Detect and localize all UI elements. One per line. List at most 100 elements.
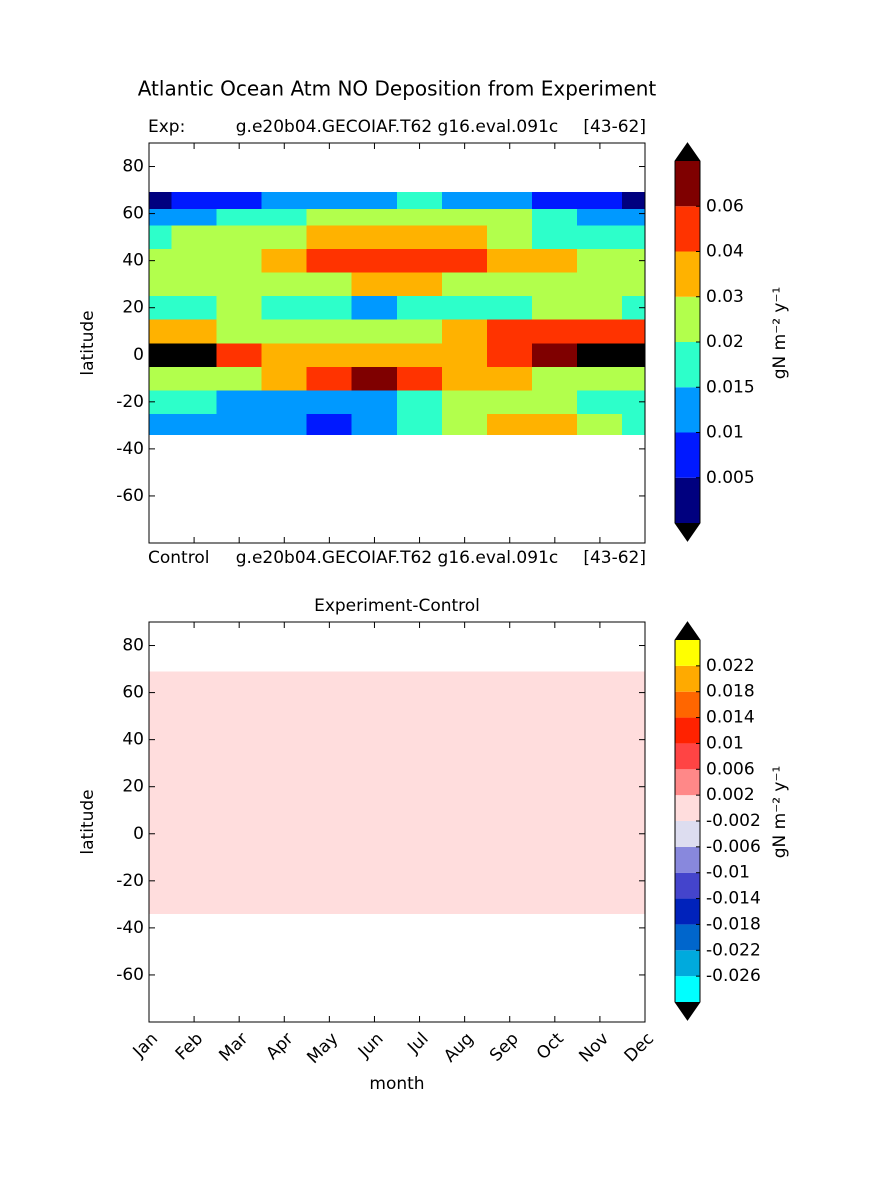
y-tick-label: -40 (116, 439, 144, 459)
contour-cell (351, 389, 398, 414)
y-tick-label: 0 (133, 824, 144, 844)
contour-cell (441, 272, 488, 297)
colorbar-outline (674, 621, 701, 1021)
contour-cell (171, 225, 217, 250)
y-tick-label: -60 (116, 965, 144, 985)
contour-cell (261, 248, 308, 273)
contour-cell (351, 413, 398, 436)
contour-cell (486, 366, 533, 391)
colorbar-tick-label: 0.01 (706, 733, 744, 753)
contour-cell (351, 342, 398, 367)
contour-cell (261, 389, 308, 414)
colorbar-segment (675, 161, 700, 207)
contour-cell (577, 389, 623, 414)
contour-cell (577, 342, 623, 367)
y-tick-label: 20 (122, 777, 144, 797)
colorbar-segment (675, 795, 700, 821)
contour-cell (306, 225, 353, 250)
contour-cell (306, 248, 353, 273)
contour-cell (486, 208, 533, 226)
contour-cell (622, 413, 645, 436)
y-axis-label: latitude (78, 789, 98, 854)
contour-cell (441, 366, 488, 391)
colorbar-segment (675, 769, 700, 796)
y-tick-label: 80 (122, 157, 144, 177)
colorbar-extend-over (675, 143, 700, 161)
contour-cell (351, 366, 398, 391)
contour-cell (577, 366, 623, 391)
colorbar-segment (675, 898, 700, 925)
axes-title: Experiment-Control (314, 596, 480, 616)
colorbar-tick-label: -0.01 (706, 863, 750, 883)
colorbar-tick-label: 0.01 (706, 423, 744, 443)
contour-cell (396, 389, 443, 414)
contour-cell (216, 389, 262, 414)
colorbar-segment (675, 976, 700, 1002)
contour-cell (486, 225, 533, 250)
colorbar-segment (675, 821, 700, 847)
contour-cell (261, 225, 308, 250)
contour-cell (306, 272, 353, 297)
colorbar-extend-under (675, 1002, 700, 1020)
y-tick-label: -60 (116, 486, 144, 506)
contour-cell (532, 413, 578, 436)
contour-cell (622, 208, 645, 226)
contour-cell (261, 413, 308, 436)
contour-cell (441, 192, 488, 210)
contour-cell (171, 208, 217, 226)
contour-cell (532, 319, 578, 344)
title-left: Exp: (148, 117, 185, 137)
y-tick-label: 20 (122, 298, 144, 318)
colorbar-segment (675, 924, 700, 951)
colorbar-tick-label: -0.018 (706, 914, 761, 934)
contour-cell (486, 413, 533, 436)
contour-cell (441, 389, 488, 414)
colorbar-extend-under (675, 523, 700, 541)
y-tick-label: -20 (116, 392, 144, 412)
contour-cell (216, 366, 262, 391)
contour-cell (532, 295, 578, 320)
contour-cell (441, 413, 488, 436)
plot-area (149, 192, 645, 436)
colorbar-segment (675, 950, 700, 977)
contour-cell (351, 208, 398, 226)
contour-cell (532, 225, 578, 250)
contour-cell (216, 272, 262, 297)
axes-frame (148, 621, 646, 1023)
contour-cell (396, 248, 443, 273)
contour-cell (171, 295, 217, 320)
contour-cell (216, 342, 262, 367)
contour-cell (261, 342, 308, 367)
contour-cell (486, 319, 533, 344)
contour-cell (149, 272, 172, 297)
contour-cell (216, 319, 262, 344)
colorbar-tick-label: 0.015 (706, 377, 755, 397)
colorbar-segment (675, 691, 700, 718)
contour-cell (486, 389, 533, 414)
contour-cell (306, 389, 353, 414)
contour-cell (306, 319, 353, 344)
axes-frame (148, 142, 646, 544)
colorbar-tick-label: -0.022 (706, 940, 761, 960)
contour-cell (396, 319, 443, 344)
contour-cell (171, 248, 217, 273)
contour-cell (306, 342, 353, 367)
contour-cell (261, 192, 308, 210)
contour-cell (441, 248, 488, 273)
colorbar-outline (674, 142, 701, 542)
contour-cell (577, 208, 623, 226)
y-tick-label: 0 (133, 345, 144, 365)
colorbar-tick-label: 0.005 (706, 468, 755, 488)
contour-cell (149, 192, 172, 210)
y-tick-label: 40 (122, 730, 144, 750)
contour-cell (577, 192, 623, 210)
contour-cell (216, 248, 262, 273)
colorbar-segment (675, 717, 700, 744)
contour-cell (396, 272, 443, 297)
contour-cell (396, 208, 443, 226)
contour-cell (532, 389, 578, 414)
y-tick-label: -40 (116, 918, 144, 938)
contour-cell (441, 208, 488, 226)
contour-cell (171, 342, 217, 367)
figure-title: Atlantic Ocean Atm NO Deposition from Ex… (138, 77, 657, 101)
